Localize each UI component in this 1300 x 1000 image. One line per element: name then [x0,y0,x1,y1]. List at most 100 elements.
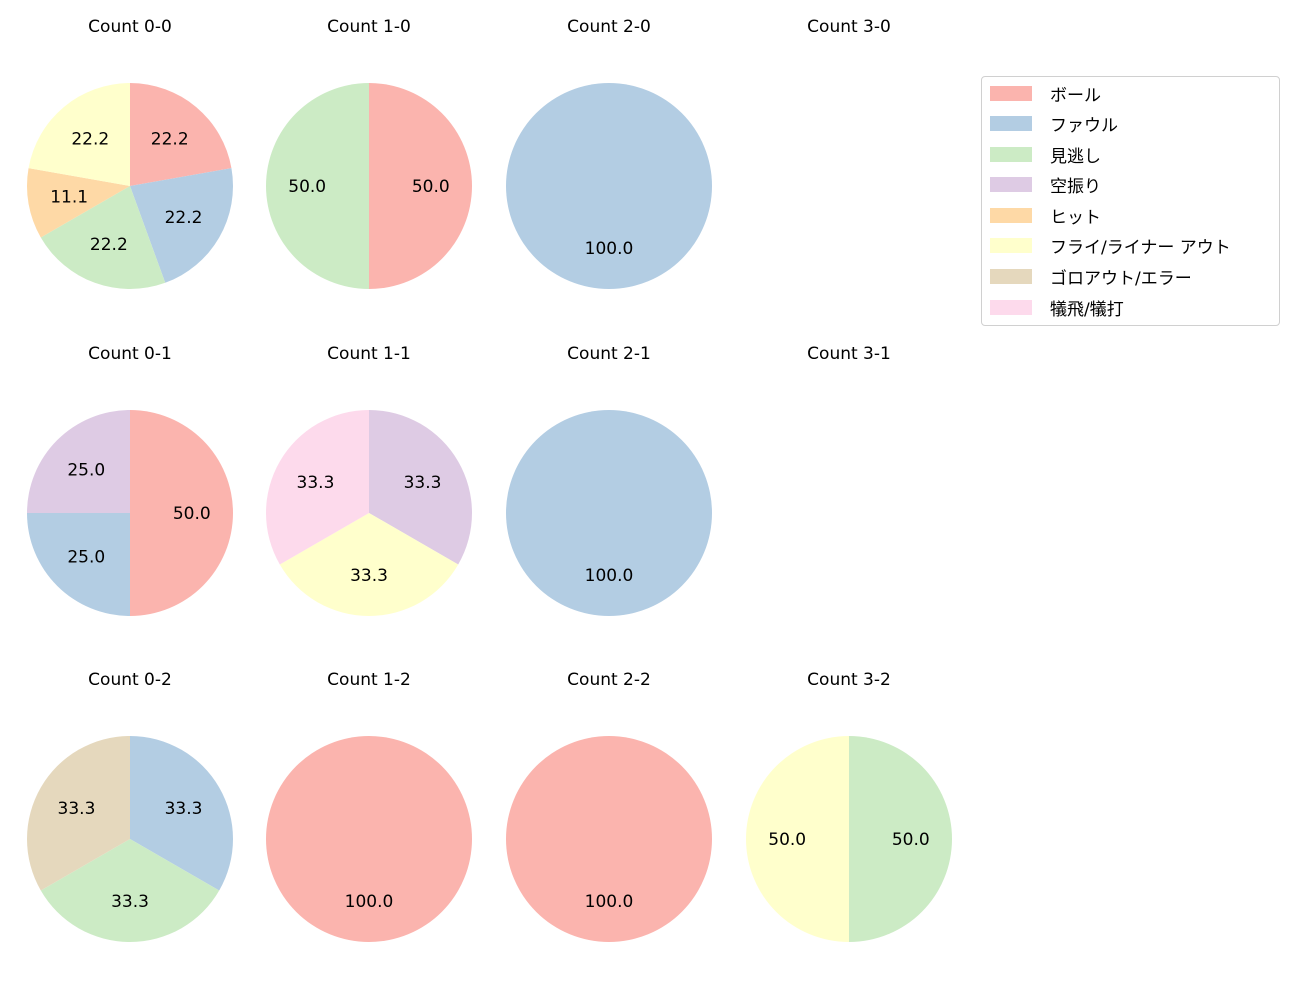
pie-label: 100.0 [345,892,394,912]
pie-slice [279,513,459,616]
pie-title: Count 1-0 [327,17,411,37]
legend-label: ゴロアウト/エラー [1050,268,1192,289]
pie-label: 22.2 [165,208,203,228]
pie-label: 50.0 [412,177,450,197]
legend-item: ボール [990,83,1101,106]
pie-label: 22.2 [71,130,109,150]
pie-panel: Count 3-1 [729,327,969,627]
legend-label: フライ/ライナー アウト [1050,237,1231,258]
legend-label: ヒット [1050,207,1101,228]
legend-item: 犠飛/犠打 [990,297,1124,320]
legend-swatch [990,207,1032,223]
pie-slice [27,513,130,616]
pie-panel: Count 2-0 100.0 [489,0,729,300]
legend-swatch [990,115,1032,131]
pie-slice [28,82,130,186]
pie-slice [266,410,369,565]
pie-chart: 22.2 22.2 22.2 11.1 22.2 [26,82,233,289]
pie-chart: 50.0 25.0 25.0 [27,410,233,616]
pie-panel: Count 0-1 50.0 25.0 25.0 [10,327,250,627]
pie-label: 11.1 [50,188,88,208]
pie-slice [369,83,472,289]
legend-item: 空振り [990,174,1101,197]
legend-item: ゴロアウト/エラー [990,266,1192,289]
pie-panel: Count 1-0 50.0 50.0 [249,0,489,300]
pie-slice [266,83,369,289]
legend-item: フライ/ライナー アウト [990,235,1231,258]
legend-label: ボール [1050,85,1101,106]
legend-item: 見逃し [990,144,1101,167]
pie-panel: Count 2-1 100.0 [489,327,729,627]
pie-panel: Count 3-0 [729,0,969,300]
pie-label: 25.0 [67,460,105,480]
pie-title: Count 2-0 [567,17,651,37]
pie-chart: 100.0 [506,736,712,942]
legend: ボール ファウル 見逃し 空振り ヒット フライ/ライナー アウト ゴロアウト/… [981,76,1280,326]
pie-label: 50.0 [892,830,930,850]
pie-slice [40,839,220,942]
legend-swatch [990,299,1032,315]
pie-label: 33.3 [165,799,203,819]
legend-swatch [990,146,1032,162]
pie-title: Count 0-1 [88,344,172,364]
pie-title: Count 0-0 [88,17,172,37]
pie-slice [130,83,232,186]
pie-chart: 100.0 [266,736,472,942]
pie-panel: Count 0-0 22.2 22.2 22.2 11.1 22.2 [10,0,250,300]
pie-slice [849,736,952,942]
pie-slice [130,168,233,283]
pie-label: 50.0 [173,504,211,524]
pie-title: Count 2-1 [567,344,651,364]
pie-label: 100.0 [585,239,634,259]
pie-label: 33.3 [111,892,149,912]
legend-label: 見逃し [1050,146,1101,167]
legend-item: ヒット [990,205,1101,228]
pie-chart: 33.3 33.3 33.3 [266,410,472,616]
pie-slice [27,410,130,513]
legend-label: 空振り [1050,176,1101,197]
pie-label: 33.3 [404,473,442,493]
pie-chart: 33.3 33.3 33.3 [26,736,233,942]
pie-slice [130,410,233,616]
pie-slice [369,410,472,565]
pie-title: Count 1-1 [327,344,411,364]
pie-label: 100.0 [585,892,634,912]
legend-swatch [990,237,1032,253]
pie-slice [26,168,130,238]
pie-label: 100.0 [585,566,634,586]
pie-title: Count 3-1 [807,344,891,364]
pie-title: Count 1-2 [327,670,411,690]
pie-chart: 50.0 50.0 [266,83,472,289]
pie-panel: Count 0-2 33.3 33.3 33.3 [10,653,250,953]
pie-slice [40,186,166,289]
pie-slice [26,736,130,891]
pie-label: 22.2 [90,235,128,255]
pie-chart: 100.0 [506,410,712,616]
legend-swatch [990,176,1032,192]
pie-title: Count 3-0 [807,17,891,37]
pie-chart: 100.0 [506,83,712,289]
pie-title: Count 0-2 [88,670,172,690]
legend-label: 犠飛/犠打 [1050,299,1124,320]
pie-label: 50.0 [768,830,806,850]
pie-title: Count 3-2 [807,670,891,690]
pie-slice [506,83,712,289]
legend-item: ファウル [990,113,1118,136]
pie-chart: 50.0 50.0 [746,736,952,942]
pie-panel: Count 1-1 33.3 33.3 33.3 [249,327,489,627]
legend-swatch [990,268,1032,284]
pie-slice [266,736,472,942]
pie-label: 33.3 [350,566,388,586]
pie-panel: Count 3-2 50.0 50.0 [729,653,969,953]
pie-label: 50.0 [288,177,326,197]
pie-label: 22.2 [151,130,189,150]
legend-label: ファウル [1050,115,1118,136]
pie-label: 33.3 [297,473,335,493]
pie-title: Count 2-2 [567,670,651,690]
pie-slice [506,410,712,616]
pie-panel: Count 2-2 100.0 [489,653,729,953]
pie-label: 25.0 [67,548,105,568]
pie-slice [130,736,233,891]
pie-slice [746,736,849,942]
pie-label: 33.3 [58,799,96,819]
